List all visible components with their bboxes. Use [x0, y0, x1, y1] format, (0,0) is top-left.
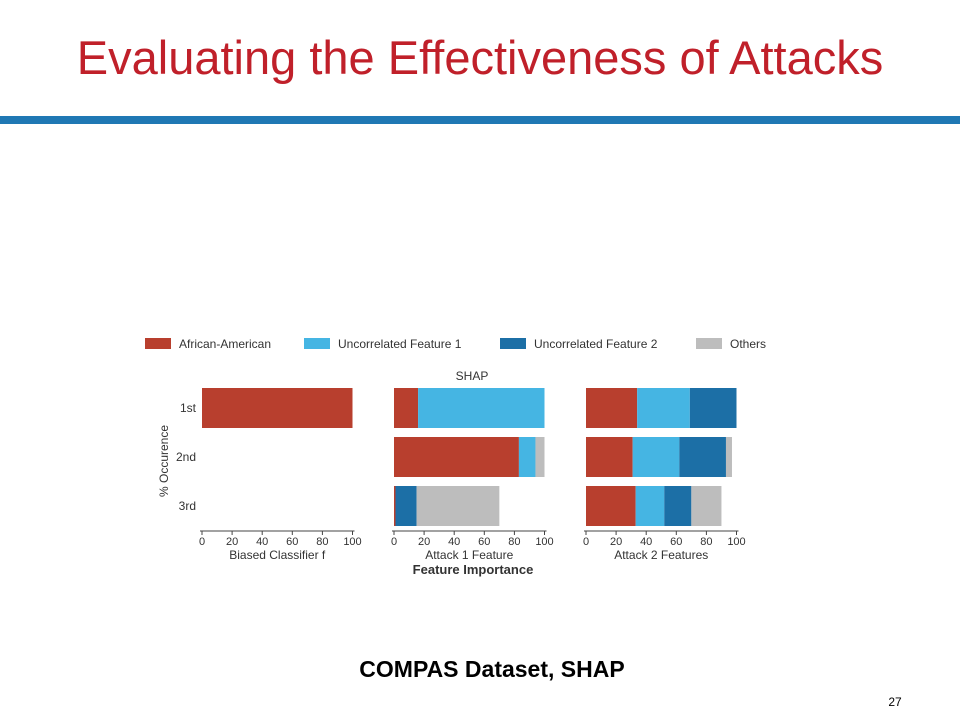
x-tick-label-biased-classifier-80: 80 [316, 536, 328, 548]
bar-attack-1-3rd-african-american [394, 486, 396, 526]
legend-label-others: Others [730, 337, 766, 351]
legend-swatch-uncorrelated-feature-2 [500, 338, 526, 349]
x-tick-label-attack-1-0: 0 [391, 536, 397, 548]
legend-label-uncorrelated-feature-2: Uncorrelated Feature 2 [534, 337, 658, 351]
x-tick-label-attack-1-20: 20 [418, 536, 430, 548]
x-tick-label-attack-1-60: 60 [478, 536, 490, 548]
panel-biased-classifier: 0 20 40 60 80 100 Biased Classifier f [199, 388, 362, 562]
slide-caption: COMPAS Dataset, SHAP [359, 656, 625, 682]
bar-attack-1-2nd-others [535, 437, 545, 477]
bar-attack-2-2nd-african-american [586, 437, 633, 477]
legend-swatch-others [696, 338, 722, 349]
bar-attack-1-1st-uncorrelated-feature-1 [418, 388, 545, 428]
chart-panels: 0 20 40 60 80 100 Biased Classifier f 0 20 40 60 80… [199, 388, 746, 562]
legend-label-uncorrelated-feature-1: Uncorrelated Feature 1 [338, 337, 462, 351]
panel-xlabel-biased-classifier: Biased Classifier f [229, 548, 326, 562]
x-tick-label-attack-2-100: 100 [727, 536, 745, 548]
x-tick-label-biased-classifier-0: 0 [199, 536, 205, 548]
bar-attack-2-2nd-uncorrelated-feature-1 [632, 437, 680, 477]
bar-attack-2-3rd-uncorrelated-feature-2 [664, 486, 692, 526]
x-tick-label-biased-classifier-40: 40 [256, 536, 268, 548]
bar-attack-2-2nd-uncorrelated-feature-2 [679, 437, 726, 477]
y-axis-label: % Occurence [157, 425, 171, 497]
bar-attack-1-1st-african-american [394, 388, 419, 428]
bar-attack-1-3rd-others [416, 486, 500, 526]
legend-label-african-american: African-American [179, 337, 271, 351]
panel-xlabel-attack-2: Attack 2 Features [614, 548, 708, 562]
category-label-1st: 1st [180, 401, 197, 415]
x-tick-label-attack-1-80: 80 [508, 536, 520, 548]
x-tick-label-attack-1-100: 100 [535, 536, 553, 548]
x-tick-label-attack-2-80: 80 [700, 536, 712, 548]
panel-attack-2: 0 20 40 60 80 100 Attack 2 Features [583, 388, 746, 562]
bar-attack-2-1st-uncorrelated-feature-2 [689, 388, 737, 428]
category-label-3rd: 3rd [179, 499, 196, 513]
x-tick-label-biased-classifier-20: 20 [226, 536, 238, 548]
panel-attack-1: 0 20 40 60 80 100 Attack 1 Feature [391, 388, 554, 562]
chart-suptitle: SHAP [456, 369, 489, 383]
slide-title: Evaluating the Effectiveness of Attacks [76, 31, 884, 84]
bar-attack-2-3rd-african-american [586, 486, 636, 526]
title-rule [0, 116, 960, 124]
bar-biased-classifier-1st-african-american [202, 388, 353, 428]
legend-swatch-uncorrelated-feature-1 [304, 338, 330, 349]
bar-attack-2-3rd-uncorrelated-feature-1 [635, 486, 665, 526]
x-tick-label-attack-2-20: 20 [610, 536, 622, 548]
page-number: 27 [888, 695, 902, 709]
x-tick-label-biased-classifier-100: 100 [343, 536, 361, 548]
x-tick-label-attack-2-60: 60 [670, 536, 682, 548]
bar-attack-1-3rd-uncorrelated-feature-2 [395, 486, 417, 526]
x-tick-label-biased-classifier-60: 60 [286, 536, 298, 548]
bar-attack-1-2nd-african-american [394, 437, 519, 477]
panel-xlabel-attack-1: Attack 1 Feature [425, 548, 513, 562]
x-tick-label-attack-1-40: 40 [448, 536, 460, 548]
legend-swatch-african-american [145, 338, 171, 349]
chart-legend: African-American Uncorrelated Feature 1 Un… [145, 337, 766, 351]
x-tick-label-attack-2-40: 40 [640, 536, 652, 548]
bar-attack-2-3rd-others [691, 486, 722, 526]
x-tick-label-attack-2-0: 0 [583, 536, 589, 548]
bar-attack-2-1st-uncorrelated-feature-1 [637, 388, 690, 428]
category-label-2nd: 2nd [176, 450, 196, 464]
x-axis-label: Feature Importance [413, 562, 534, 577]
bar-attack-2-1st-african-american [586, 388, 638, 428]
category-labels: 1st 2nd 3rd [176, 401, 197, 513]
bar-attack-2-2nd-others [725, 437, 732, 477]
bar-attack-1-2nd-uncorrelated-feature-1 [518, 437, 536, 477]
